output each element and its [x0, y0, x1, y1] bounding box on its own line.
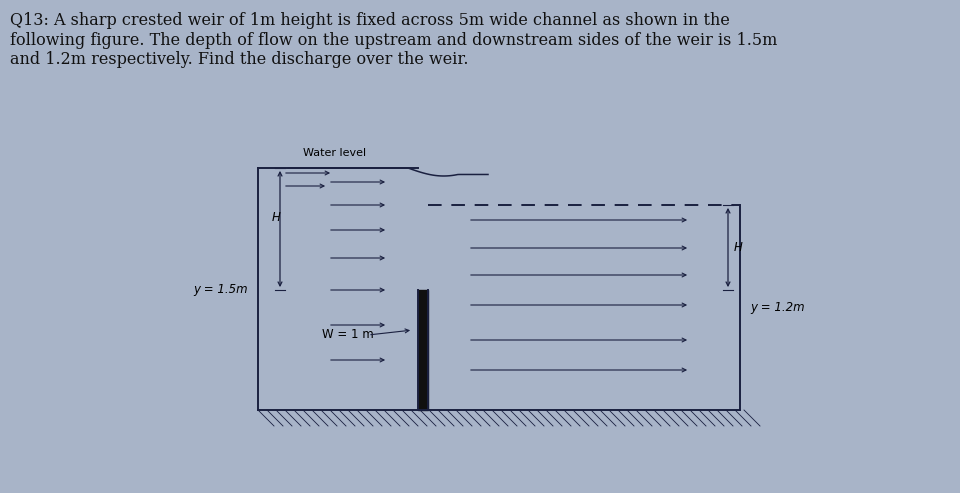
Text: y = 1.2m: y = 1.2m	[750, 301, 804, 314]
Text: Q13: A sharp crested weir of 1m height is fixed across 5m wide channel as shown : Q13: A sharp crested weir of 1m height i…	[10, 12, 778, 68]
Text: H: H	[272, 211, 280, 224]
Text: H: H	[734, 241, 743, 254]
Text: Water level: Water level	[303, 148, 366, 158]
Text: W = 1 m: W = 1 m	[323, 328, 373, 342]
Text: y = 1.5m: y = 1.5m	[193, 282, 248, 295]
